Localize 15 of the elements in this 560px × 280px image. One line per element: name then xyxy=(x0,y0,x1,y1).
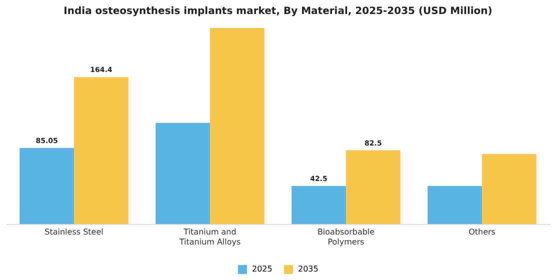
bar xyxy=(482,154,536,224)
x-tick-label: Bioabsorbable Polymers xyxy=(317,228,375,246)
bar xyxy=(346,150,400,224)
x-tick-label: Stainless Steel xyxy=(44,228,104,236)
chart-title: India osteosynthesis implants market, By Material, 2025-2035 (USD Million) xyxy=(64,6,492,17)
bar xyxy=(74,77,128,224)
bar xyxy=(292,186,346,224)
legend-label: 2025 xyxy=(252,264,272,274)
legend-label: 2035 xyxy=(298,264,318,274)
x-tick-label: Others xyxy=(468,228,496,236)
bar xyxy=(20,148,74,224)
bar xyxy=(428,186,482,224)
bar xyxy=(156,122,210,224)
x-tick-label: Titanium and Titanium Alloys xyxy=(178,228,241,246)
bar xyxy=(210,28,264,224)
